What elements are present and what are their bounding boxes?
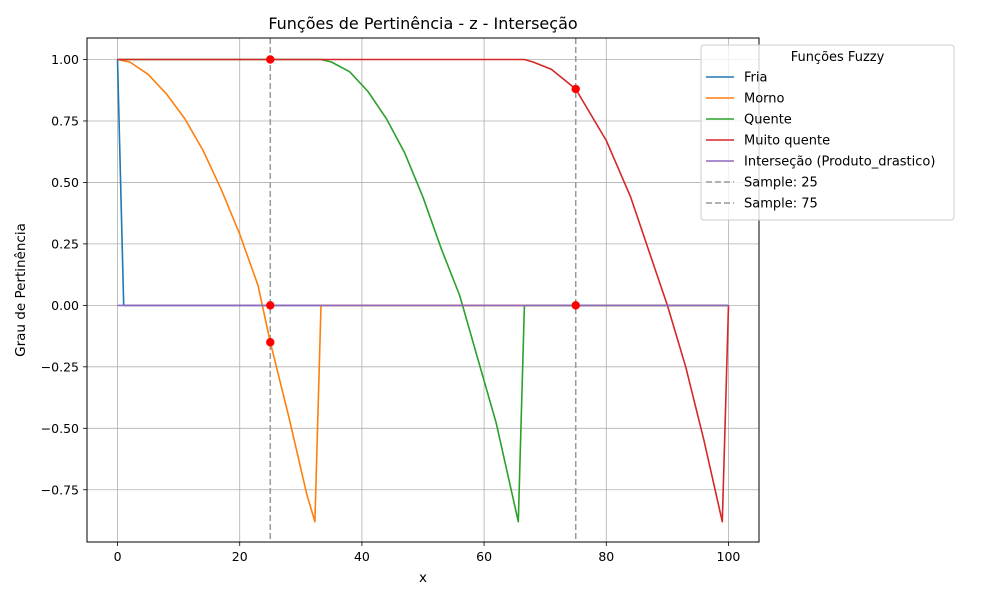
y-tick-label: 1.00 bbox=[51, 52, 79, 67]
y-tick-label: −0.50 bbox=[41, 421, 79, 436]
x-tick-label: 40 bbox=[354, 549, 370, 564]
y-tick-label: 0.75 bbox=[51, 113, 79, 128]
legend-label: Fria bbox=[744, 71, 767, 86]
x-axis-label: x bbox=[419, 570, 427, 586]
y-axis-ticks: −0.75 −0.50 −0.25 0.00 0.25 0.50 0.75 1.00 bbox=[41, 52, 87, 497]
intersection-point bbox=[266, 338, 275, 347]
intersection-markers bbox=[266, 55, 580, 347]
x-tick-label: 60 bbox=[476, 549, 492, 564]
legend-label: Sample: 75 bbox=[744, 197, 818, 212]
legend-items: Fria Morno Quente Muito quente Interseção (P… bbox=[706, 71, 935, 212]
plot-frame bbox=[86, 37, 760, 543]
x-tick-label: 20 bbox=[232, 549, 248, 564]
series-line bbox=[117, 58, 730, 523]
sample-lines bbox=[269, 38, 577, 542]
legend-label: Muito quente bbox=[744, 134, 830, 149]
x-tick-label: 0 bbox=[114, 549, 122, 564]
y-tick-label: 0.25 bbox=[51, 236, 79, 251]
intersection-point bbox=[266, 301, 275, 310]
x-tick-label: 100 bbox=[717, 549, 741, 564]
legend: Funções Fuzzy Fria Morno Quente Muito quent… bbox=[700, 44, 955, 221]
x-axis-ticks: 0 20 40 60 80 100 bbox=[114, 542, 741, 564]
series-line bbox=[117, 58, 729, 523]
legend-box bbox=[700, 44, 955, 221]
intersection-point bbox=[266, 55, 275, 64]
legend-label: Quente bbox=[744, 113, 792, 128]
chart-title: Funções de Pertinência - z - Interseção bbox=[268, 14, 577, 33]
x-tick-label: 80 bbox=[598, 549, 614, 564]
legend-label: Sample: 25 bbox=[744, 176, 818, 191]
y-tick-label: −0.75 bbox=[41, 482, 79, 497]
legend-title: Funções Fuzzy bbox=[791, 50, 885, 65]
legend-label: Morno bbox=[744, 92, 785, 107]
series-line bbox=[117, 58, 729, 523]
y-tick-label: 0.50 bbox=[51, 175, 79, 190]
intersection-point bbox=[571, 84, 580, 94]
series-lines bbox=[116, 58, 730, 523]
grid bbox=[87, 38, 759, 542]
legend-label: Interseção (Produto_drastico) bbox=[744, 155, 935, 170]
y-tick-label: −0.25 bbox=[41, 359, 79, 374]
y-tick-label: 0.00 bbox=[51, 298, 79, 313]
y-axis-label: Grau de Pertinência bbox=[13, 223, 29, 357]
intersection-point bbox=[571, 301, 580, 310]
